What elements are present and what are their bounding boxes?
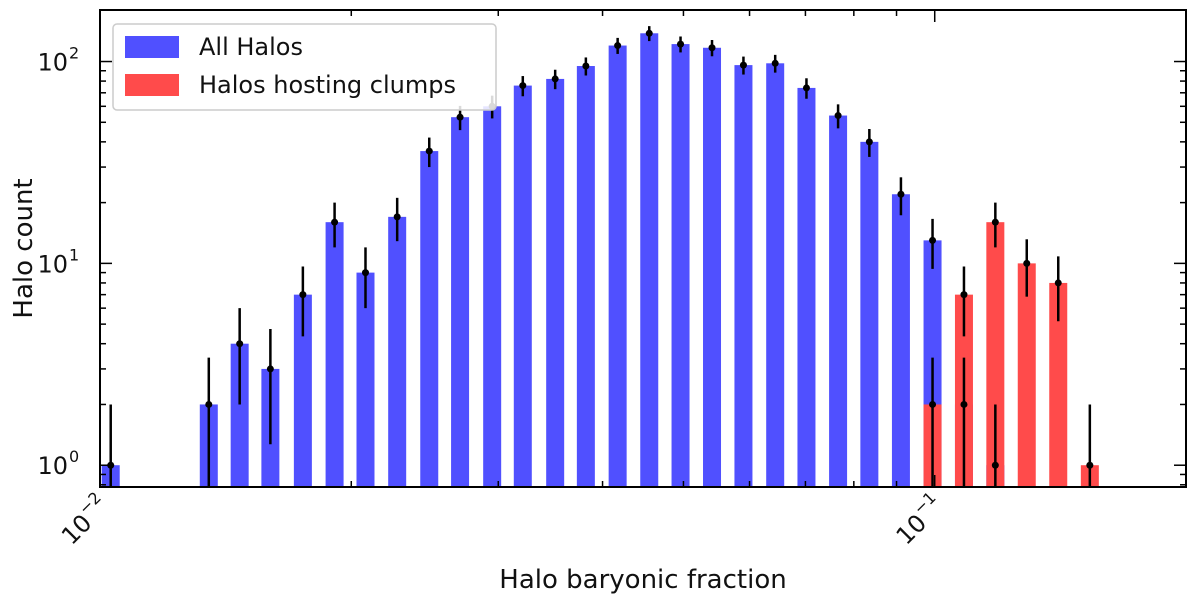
all-halos-point (614, 42, 622, 50)
all-halos-bar (671, 44, 690, 487)
all-halos-point (582, 62, 590, 70)
all-halos-point (929, 236, 937, 244)
all-halos-bar (388, 216, 407, 487)
axis-ticks (99, 10, 1187, 487)
clumps-point (1023, 259, 1031, 267)
all-halos-point (299, 291, 307, 299)
all-halos-bar (546, 78, 565, 487)
all-halos-point (897, 190, 905, 198)
all-halos-bar (513, 85, 532, 487)
clumps-bar (986, 222, 1005, 487)
all-halos-point (865, 138, 873, 146)
all-halos-point (361, 269, 369, 277)
all-halos-point (991, 461, 999, 469)
all-halos-point (739, 61, 747, 69)
all-halos-bar (891, 194, 910, 487)
all-halos-bar (766, 63, 785, 487)
all-halos-point (331, 218, 339, 226)
all-halos-point (236, 340, 244, 348)
legend-swatch-all-halos (125, 36, 179, 58)
y-tick-label: 10 (37, 250, 68, 278)
all-halos-bar (356, 272, 375, 487)
all-halos-point (645, 29, 653, 37)
y-tick-label: 10 (37, 452, 68, 480)
y-tick-exponent: 0 (69, 447, 79, 466)
clumps-bar (1017, 263, 1036, 487)
y-tick-exponent: 2 (69, 44, 79, 63)
all-halos-bar (829, 115, 848, 487)
all-halos-point (960, 400, 968, 408)
all-halos-point (456, 113, 464, 121)
clump-halos-bars (923, 222, 1099, 487)
all-halos-point (677, 40, 685, 48)
all-halos-bar (293, 294, 312, 487)
all-halos-bar (420, 151, 439, 487)
all-halos-bar (451, 117, 470, 487)
all-halos-bar (640, 33, 659, 487)
error-bars (107, 26, 1094, 487)
clumps-point (1086, 461, 1094, 469)
legend-label-all-halos: All Halos (199, 33, 303, 61)
x-axis-title: Halo baryonic fraction (499, 565, 786, 595)
clumps-point (991, 218, 999, 226)
all-halos-point (834, 112, 842, 120)
all-halos-bar (734, 65, 753, 487)
all-halos-bar (860, 141, 879, 487)
all-halos-point (551, 75, 559, 83)
all-halos-point (708, 44, 716, 52)
clumps-bar (1049, 282, 1068, 487)
all-halos-bar (483, 106, 502, 487)
all-halos-bar (576, 66, 595, 487)
legend: All Halos Halos hosting clumps (112, 23, 497, 111)
all-halos-point (393, 213, 401, 221)
y-tick-label: 10 (37, 49, 68, 77)
all-halos-bar (703, 47, 722, 487)
legend-label-halos-hosting-clumps: Halos hosting clumps (199, 71, 456, 99)
plot-frame (99, 9, 1187, 488)
x-tick-label-group: 10−2 (56, 488, 105, 550)
legend-swatch-halos-hosting-clumps (125, 74, 179, 96)
y-axis-title: Halo count (9, 178, 39, 318)
clumps-point (960, 291, 968, 299)
all-halos-bars (101, 33, 1005, 487)
all-halos-bar (797, 87, 816, 487)
clumps-point (1054, 279, 1062, 287)
all-halos-bar (230, 343, 249, 487)
legend-box (112, 23, 497, 111)
all-halos-bar (325, 222, 344, 487)
all-halos-point (771, 59, 779, 67)
all-halos-point (205, 400, 213, 408)
all-halos-bar (608, 45, 627, 487)
clumps-point (929, 400, 937, 408)
y-tick-exponent: 1 (69, 245, 79, 264)
all-halos-point (425, 147, 433, 155)
all-halos-point (266, 365, 274, 373)
x-tick-label-group: 10−1 (891, 488, 940, 550)
all-halos-point (802, 84, 810, 92)
all-halos-point (519, 82, 527, 90)
